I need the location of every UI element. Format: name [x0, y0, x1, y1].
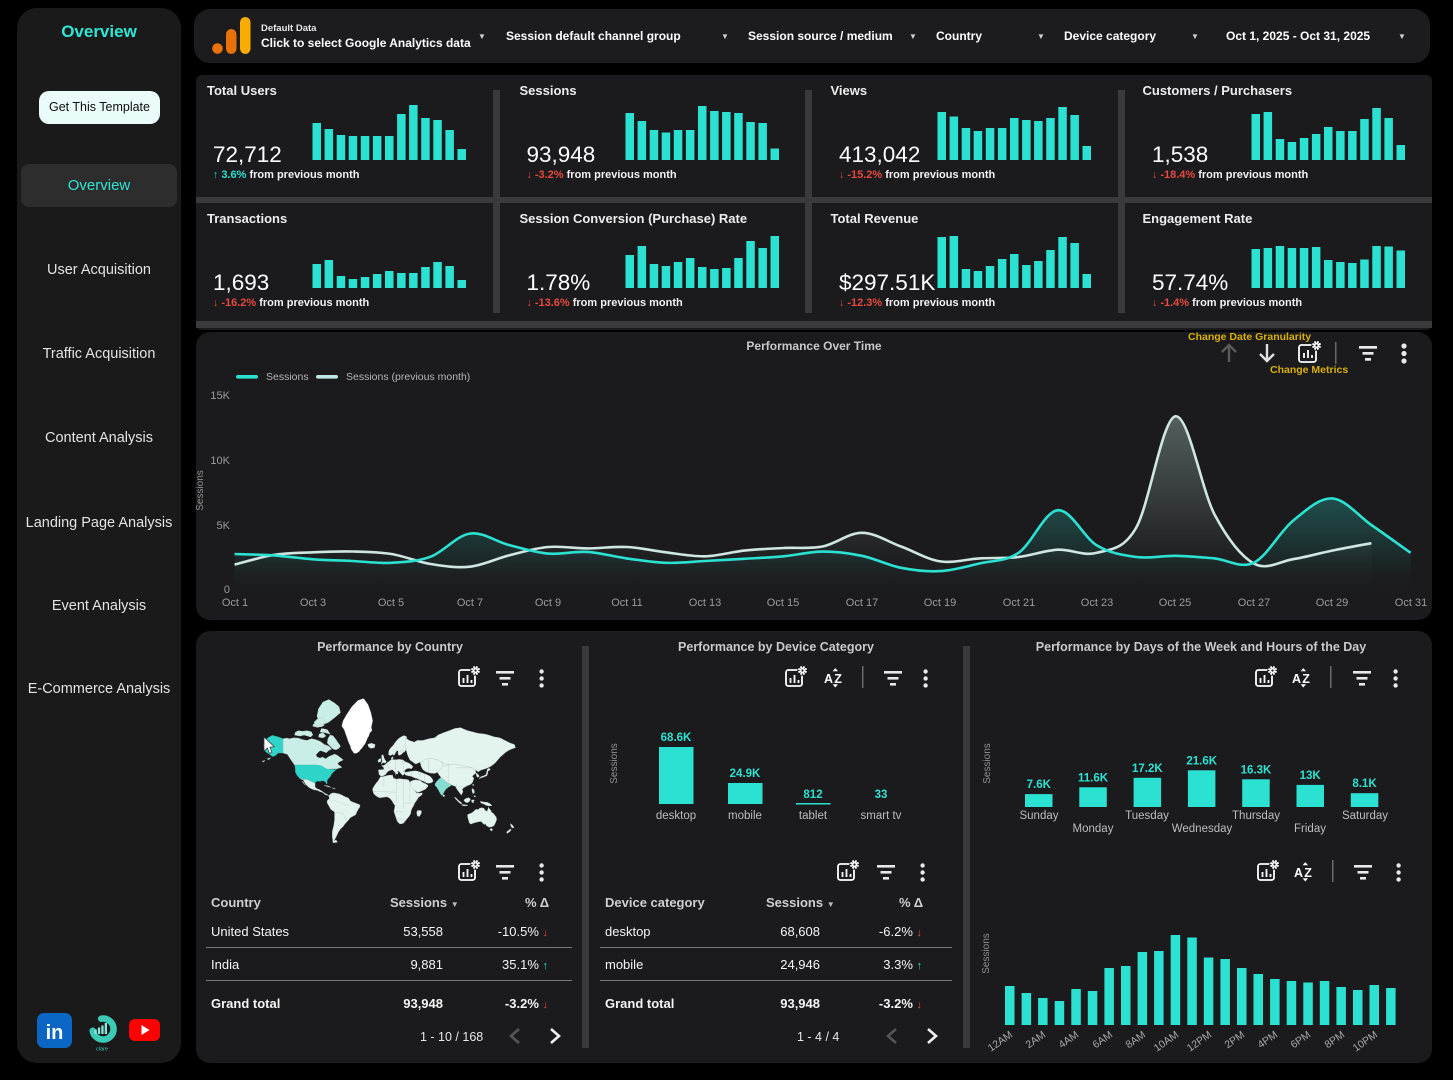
svg-text:68.6K: 68.6K — [661, 732, 692, 744]
svg-text:in: in — [46, 1022, 64, 1044]
svg-text:11.6K: 11.6K — [1078, 772, 1109, 784]
svg-text:clare: clare — [96, 1047, 108, 1053]
svg-text:8.1K: 8.1K — [1352, 778, 1377, 790]
svg-text:21.6K: 21.6K — [1186, 755, 1217, 767]
svg-text:16.3K: 16.3K — [1241, 764, 1272, 776]
svg-text:812: 812 — [803, 789, 822, 801]
svg-text:33: 33 — [875, 789, 888, 801]
svg-text:7.6K: 7.6K — [1027, 779, 1052, 791]
svg-text:24.9K: 24.9K — [730, 768, 761, 780]
svg-text:13K: 13K — [1300, 770, 1322, 782]
svg-text:17.2K: 17.2K — [1132, 763, 1163, 775]
